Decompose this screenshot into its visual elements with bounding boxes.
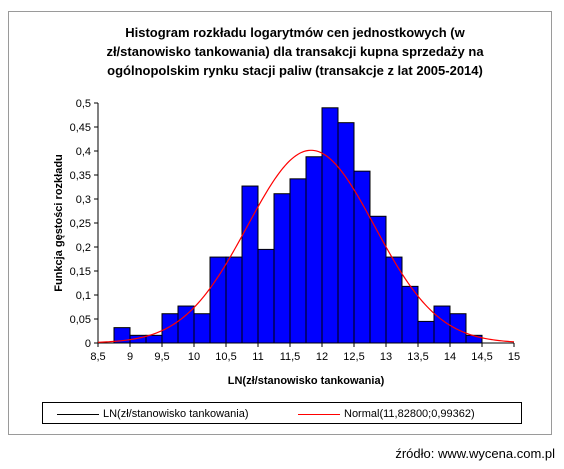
x-tick-label: 13 <box>380 351 392 363</box>
x-axis-title: LN(zł/stanowisko tankowania) <box>228 375 385 387</box>
y-axis-title: Funkcja gęstości rozkładu <box>53 154 65 292</box>
normal-curve <box>97 149 515 343</box>
y-tick-label: 0,05 <box>70 314 91 326</box>
y-tick-label: 0,3 <box>76 194 91 206</box>
histogram-bar <box>369 215 387 344</box>
y-tick-label: 0,1 <box>76 290 91 302</box>
chart-legend: LN(zł/stanowisko tankowania) Normal(11,8… <box>42 402 522 424</box>
x-tick-label: 9 <box>127 351 133 363</box>
x-tick-label: 14,5 <box>471 351 492 363</box>
histogram-bar <box>177 305 195 344</box>
y-tick-label: 0,45 <box>70 122 91 134</box>
y-tick-label: 0 <box>85 338 91 350</box>
histogram-bar <box>465 334 483 344</box>
x-tick-label: 12,5 <box>343 351 364 363</box>
histogram-bar <box>321 107 339 344</box>
histogram-bar <box>337 122 355 344</box>
x-tick-label: 11 <box>252 351 263 363</box>
x-tick-label: 14 <box>444 351 456 363</box>
y-tick-label: 0,2 <box>76 242 91 254</box>
histogram-bar <box>193 313 211 344</box>
y-tick-label: 0,15 <box>70 266 91 278</box>
histogram-bar <box>145 334 163 344</box>
x-tick-label: 9,5 <box>154 351 169 363</box>
histogram-bar <box>417 320 435 344</box>
x-tick-label: 11,5 <box>280 351 301 363</box>
histogram-bar <box>353 170 371 344</box>
histogram-bar <box>241 185 259 344</box>
x-tick-label: 10,5 <box>215 351 236 363</box>
legend-label-normal: Normal(11,82800;0,99362) <box>344 408 475 420</box>
histogram-bar <box>401 285 419 344</box>
legend-item-histogram: LN(zł/stanowisko tankowania) <box>57 406 249 422</box>
y-tick-label: 0,4 <box>76 146 91 158</box>
legend-item-normal: Normal(11,82800;0,99362) <box>298 406 475 422</box>
x-tick-label: 15 <box>508 351 520 363</box>
legend-swatch-histogram <box>57 413 99 415</box>
histogram-bar <box>305 156 323 344</box>
x-tick-label: 10 <box>188 351 200 363</box>
x-tick-label: 13,5 <box>407 351 428 363</box>
histogram-bar <box>273 193 291 344</box>
y-tick-label: 0,25 <box>70 218 91 230</box>
histogram-bar <box>225 256 243 344</box>
y-tick-label: 0,5 <box>76 98 91 110</box>
histogram-bar <box>161 313 179 344</box>
legend-swatch-normal <box>298 413 340 415</box>
chart-title: Histogram rozkładu logarytmów cen jednos… <box>106 25 484 78</box>
y-tick-label: 0,35 <box>70 170 91 182</box>
histogram-bar <box>209 256 227 344</box>
histogram-bar <box>257 248 275 344</box>
histogram-bar <box>289 178 307 344</box>
histogram-bar <box>449 313 467 344</box>
x-tick-label: 12 <box>316 351 328 363</box>
source-note: źródło: www.wycena.com.pl <box>395 446 555 461</box>
x-tick-label: 8,5 <box>90 351 105 363</box>
legend-label-histogram: LN(zł/stanowisko tankowania) <box>103 408 249 420</box>
